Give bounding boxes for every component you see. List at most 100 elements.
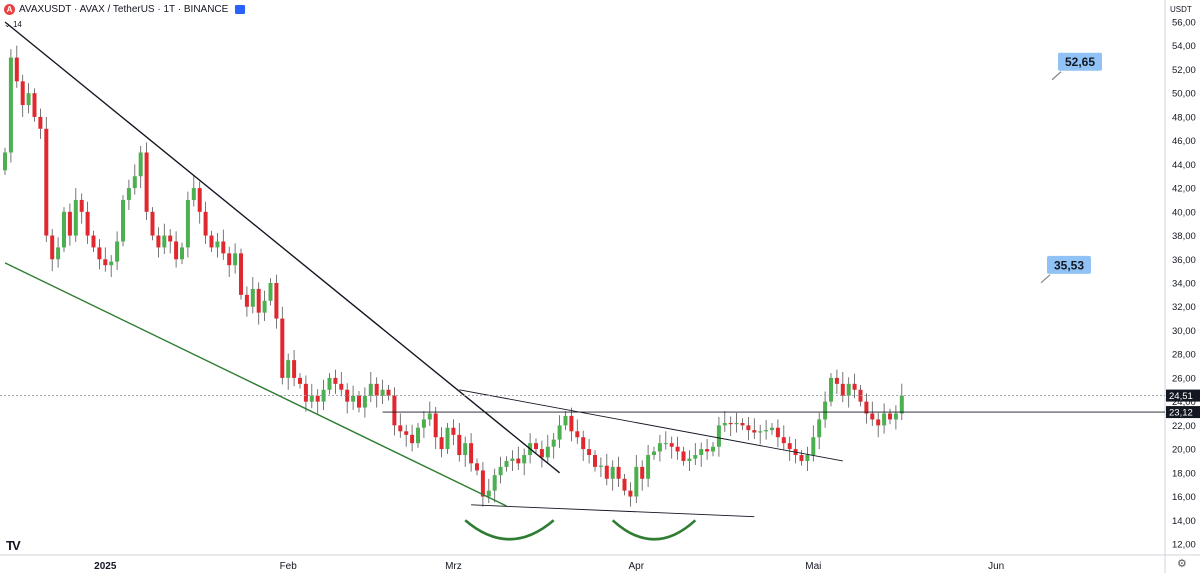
target-label: 52,65 xyxy=(1065,55,1095,69)
x-tick-label: 2025 xyxy=(94,561,117,572)
candle-down xyxy=(103,259,107,265)
y-tick-label: 14,00 xyxy=(1172,516,1196,527)
candle-up xyxy=(658,443,662,451)
candle-down xyxy=(274,283,278,319)
candle-up xyxy=(894,414,898,420)
candle-up xyxy=(599,466,603,467)
candle-down xyxy=(617,467,621,479)
y-tick-label: 36,00 xyxy=(1172,255,1196,266)
candle-down xyxy=(870,414,874,420)
candle-up xyxy=(109,262,113,266)
candle-up xyxy=(522,455,526,463)
candle-down xyxy=(339,384,343,390)
candle-down xyxy=(156,236,160,248)
interval-badge: 14 xyxy=(13,20,22,29)
candle-down xyxy=(741,423,745,425)
flag-icon[interactable] xyxy=(235,5,245,14)
y-tick-label: 50,00 xyxy=(1172,89,1196,100)
candle-up xyxy=(546,447,550,458)
candle-up xyxy=(180,247,184,259)
y-tick-label: 12,00 xyxy=(1172,540,1196,551)
candle-down xyxy=(333,378,337,384)
settings-icon[interactable]: ⚙ xyxy=(1177,557,1187,570)
trendline xyxy=(471,505,754,517)
candle-up xyxy=(62,212,66,248)
candle-down xyxy=(682,451,686,460)
candle-down xyxy=(239,253,243,295)
candle-down xyxy=(50,236,54,260)
candle-up xyxy=(127,188,131,200)
candle-down xyxy=(33,93,37,117)
candle-down xyxy=(776,428,780,437)
candle-up xyxy=(510,459,514,461)
symbol-header[interactable]: A AVAXUSDT · AVAX / TetherUS · 1T · BINA… xyxy=(4,4,245,15)
candle-down xyxy=(853,384,857,390)
y-tick-label: 32,00 xyxy=(1172,302,1196,313)
candle-down xyxy=(782,437,786,443)
candle-down xyxy=(469,443,473,463)
currency-label[interactable]: USDT xyxy=(1170,5,1192,14)
candle-up xyxy=(251,289,255,307)
candle-down xyxy=(375,384,379,396)
y-tick-label: 26,00 xyxy=(1172,373,1196,384)
candle-up xyxy=(9,58,13,153)
candle-down xyxy=(410,435,414,443)
y-tick-label: 40,00 xyxy=(1172,207,1196,218)
target-label: 35,53 xyxy=(1054,258,1084,272)
candle-up xyxy=(499,467,503,475)
candle-down xyxy=(705,449,709,451)
candle-down xyxy=(280,319,284,378)
candle-down xyxy=(569,416,573,431)
collapse-toggle[interactable]: ⌄ 14 xyxy=(4,20,22,29)
candle-down xyxy=(841,384,845,396)
candle-up xyxy=(770,428,774,430)
candle-down xyxy=(404,431,408,435)
candle-up xyxy=(823,402,827,420)
y-tick-label: 16,00 xyxy=(1172,492,1196,503)
candle-up xyxy=(811,437,815,455)
candle-up xyxy=(687,459,691,461)
candle-up xyxy=(764,430,768,431)
x-tick-label: Mai xyxy=(805,561,821,572)
candle-down xyxy=(451,428,455,435)
candle-down xyxy=(245,295,249,307)
candle-up xyxy=(139,153,143,177)
trendline xyxy=(459,390,843,461)
candle-up xyxy=(446,428,450,449)
symbol-title: AVAXUSDT · AVAX / TetherUS · 1T · BINANC… xyxy=(19,4,228,15)
candle-down xyxy=(640,467,644,479)
candle-down xyxy=(221,241,225,253)
candle-down xyxy=(168,236,172,242)
candle-up xyxy=(162,236,166,248)
candle-down xyxy=(670,443,674,447)
candle-down xyxy=(174,241,178,259)
candle-down xyxy=(888,414,892,420)
x-tick-label: Apr xyxy=(629,561,645,572)
candle-down xyxy=(788,443,792,449)
candle-down xyxy=(575,431,579,437)
candle-down xyxy=(298,378,302,384)
candle-down xyxy=(316,396,320,402)
candle-down xyxy=(440,437,444,449)
candle-down xyxy=(68,212,72,236)
candle-up xyxy=(263,301,267,313)
candle-down xyxy=(475,463,479,470)
candle-down xyxy=(746,425,750,430)
candle-up xyxy=(463,443,467,455)
x-tick-label: Mrz xyxy=(445,561,462,572)
candle-up xyxy=(428,414,432,420)
candle-up xyxy=(133,176,137,188)
y-tick-label: 30,00 xyxy=(1172,326,1196,337)
candle-up xyxy=(735,423,739,424)
avax-logo-icon: A xyxy=(4,4,15,15)
candle-up xyxy=(381,390,385,396)
candle-down xyxy=(97,247,101,259)
candle-up xyxy=(416,428,420,443)
candle-up xyxy=(286,360,290,378)
candle-down xyxy=(15,58,19,82)
candle-down xyxy=(304,384,308,402)
candle-up xyxy=(817,419,821,437)
y-tick-label: 56,00 xyxy=(1172,18,1196,29)
